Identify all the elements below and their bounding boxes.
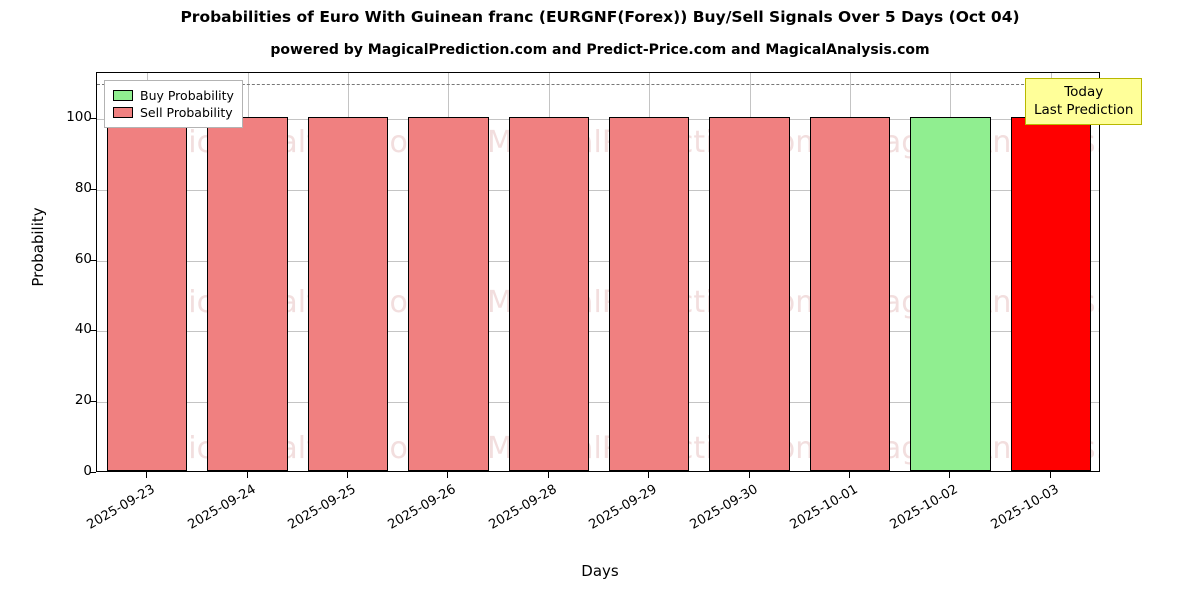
x-axis-tick [648,472,650,478]
x-axis-tick-label: 2025-09-29 [586,482,660,533]
legend-label-buy: Buy Probability [140,88,234,103]
x-axis-tick [849,472,850,478]
chart-subtitle: powered by MagicalPrediction.com and Pre… [270,42,930,58]
x-axis-tick-label: 2025-09-26 [385,482,459,533]
reference-dashed-line [97,83,1099,85]
y-axis-tick [90,259,96,261]
x-axis-tick-label: 2025-10-03 [988,482,1062,533]
bar [1010,117,1091,471]
gridline-horizontal [97,402,1099,404]
x-axis-tick-label: 2025-09-30 [687,482,761,533]
y-axis-tick [90,401,96,403]
x-axis-tick [146,472,148,478]
y-axis-tick-label: 40 [74,321,92,338]
x-axis-tick [447,472,449,478]
bar [408,117,489,471]
bar [910,117,991,471]
gridline-horizontal [97,331,1099,333]
bar [307,117,389,471]
x-axis-tick [347,472,348,478]
y-axis-tick-label: 0 [83,463,92,479]
plot-area: MagicalAnalysis.com MagicalPrediction.co… [96,72,1100,472]
x-axis-tick [547,472,549,478]
legend: Buy Probability Sell Probability [104,80,243,128]
y-axis-tick [90,472,96,473]
bar [609,117,690,471]
y-axis-tick [90,118,96,120]
y-axis-tick-label: 20 [74,392,92,409]
x-axis-tick [949,472,951,478]
x-axis-tick [748,472,750,478]
legend-item-buy: Buy Probability [113,87,234,104]
legend-swatch-buy [113,90,133,101]
gridline-horizontal [97,260,1099,262]
x-axis-tick-label: 2025-09-25 [285,482,359,533]
gridline-horizontal [97,119,1099,121]
today-annotation: Today Last Prediction [1025,78,1143,125]
gridline-horizontal [97,189,1099,191]
bar [508,117,589,471]
x-axis-tick-label: 2025-10-02 [887,482,961,533]
today-annotation-line1: Today [1064,84,1104,100]
legend-item-sell: Sell Probability [113,104,234,121]
x-axis-tick [246,472,248,478]
legend-label-sell: Sell Probability [140,105,233,120]
y-axis-tick-label: 100 [66,109,92,126]
x-axis-title: Days [581,562,619,580]
y-axis-title: Probability [29,207,47,287]
bar [709,117,790,471]
bar [809,117,891,471]
x-axis-tick-label: 2025-10-01 [787,482,861,533]
today-annotation-line2: Last Prediction [1034,102,1134,118]
y-axis-tick-label: 80 [74,179,92,196]
legend-swatch-sell [113,107,133,118]
x-axis-tick-label: 2025-09-23 [84,482,158,533]
x-axis-tick [1049,472,1051,478]
bar [207,117,288,471]
y-axis-tick-label: 60 [74,250,92,267]
bar [107,117,188,471]
y-axis-tick [90,330,96,332]
x-axis-tick-label: 2025-09-24 [185,482,259,533]
y-axis-tick [90,188,96,190]
chart-title: Probabilities of Euro With Guinean franc… [180,8,1020,26]
x-axis-tick-label: 2025-09-28 [486,482,560,533]
